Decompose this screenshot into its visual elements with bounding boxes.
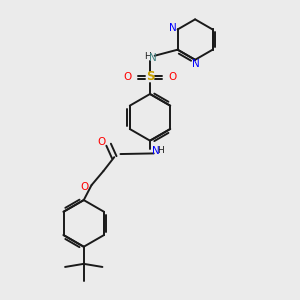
Text: N: N (152, 146, 160, 156)
Text: O: O (81, 182, 89, 192)
Text: O: O (169, 72, 177, 82)
Text: H: H (144, 52, 151, 61)
Text: N: N (169, 23, 176, 33)
Text: N: N (149, 53, 157, 63)
Text: O: O (123, 72, 131, 82)
Text: O: O (97, 136, 105, 147)
Text: H: H (157, 146, 164, 155)
Text: S: S (146, 70, 154, 83)
Text: N: N (193, 59, 200, 69)
